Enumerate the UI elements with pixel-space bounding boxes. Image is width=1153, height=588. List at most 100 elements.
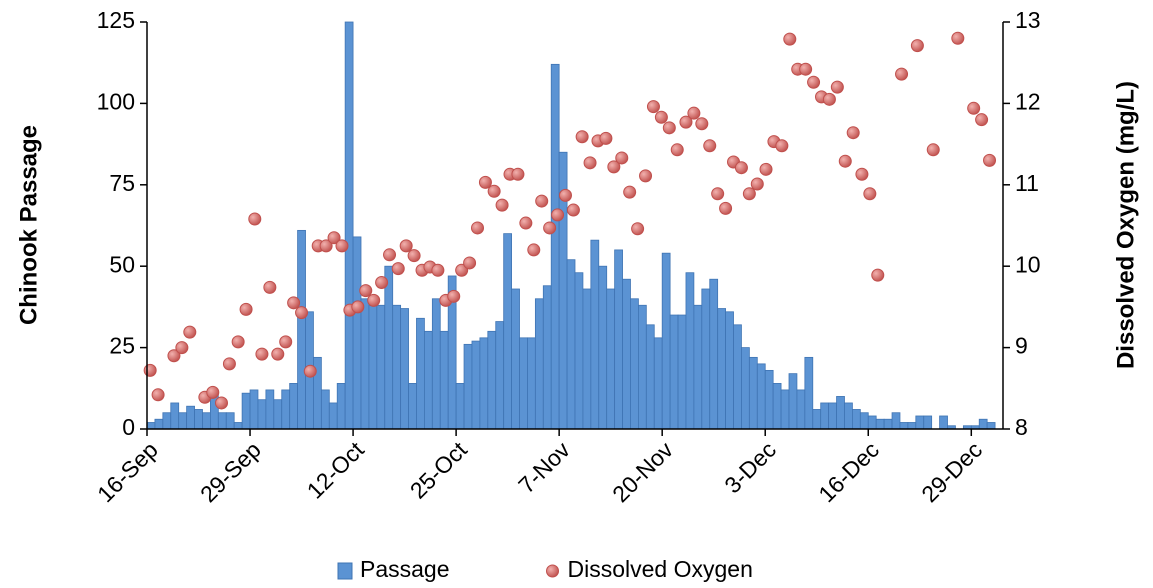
x-tick-label: 7-Nov	[513, 436, 575, 498]
passage-bar	[638, 304, 647, 430]
passage-bar	[542, 285, 552, 430]
passage-bar	[408, 383, 417, 430]
passage-bar	[178, 412, 188, 430]
passage-bar	[915, 415, 925, 430]
oxygen-point	[679, 115, 693, 129]
passage-bar	[376, 304, 386, 430]
oxygen-point	[871, 268, 885, 282]
passage-bar	[590, 239, 600, 430]
oxygen-point	[478, 175, 492, 189]
passage-bar	[764, 369, 774, 430]
passage-bar	[645, 324, 655, 430]
y2-tick-label: 9	[1015, 333, 1028, 359]
passage-bar	[748, 356, 758, 430]
oxygen-point	[471, 221, 485, 235]
oxygen-point	[558, 188, 572, 202]
passage-bar	[693, 304, 703, 430]
oxygen-point	[719, 201, 733, 215]
passage-bar	[685, 272, 695, 430]
oxygen-point	[511, 167, 525, 181]
plot-area: 0 25 50 75 100 125 8 9 10 11 12 13 16-Sep 29-Sep 12-Oc…	[92, 7, 1041, 507]
passage-bar	[923, 415, 933, 430]
x-tick-label: 3-Dec	[719, 436, 781, 498]
passage-bar	[614, 249, 623, 430]
oxygen-point	[231, 335, 245, 349]
y-tick-label: 50	[109, 251, 135, 277]
passage-bar	[534, 298, 544, 430]
oxygen-point	[623, 185, 637, 199]
passage-bar	[527, 337, 536, 430]
passage-bar	[653, 337, 663, 430]
passage-bar	[796, 389, 806, 430]
oxygen-point	[463, 256, 477, 270]
oxygen-point	[863, 187, 877, 201]
oxygen-point	[967, 101, 981, 115]
x-tick-label: 25-Oct	[405, 436, 473, 504]
passage-bar	[217, 412, 227, 430]
y-tick-label: 75	[109, 170, 135, 196]
oxygen-point	[654, 110, 668, 124]
passage-bar	[756, 363, 766, 430]
passage-bar	[844, 402, 853, 430]
oxygen-point	[255, 347, 269, 361]
passage-bar	[677, 314, 687, 430]
passage-bar	[883, 418, 893, 430]
passage-bar	[170, 402, 180, 430]
oxygen-point	[495, 198, 509, 212]
passage-bar	[891, 412, 901, 430]
oxygen-point	[639, 169, 653, 183]
passage-bar	[257, 399, 267, 430]
y2-tick-label: 11	[1015, 170, 1039, 196]
passage-bar	[273, 399, 283, 430]
passage-bar	[519, 337, 528, 430]
passage-bar	[424, 330, 433, 430]
y-tick-label: 100	[97, 88, 135, 114]
y2-tick-label: 13	[1015, 7, 1041, 33]
passage-bar	[725, 311, 734, 430]
passage-bar	[788, 373, 798, 430]
passage-bar	[582, 288, 592, 430]
oxygen-point	[631, 222, 645, 236]
oxygen-point	[271, 347, 285, 361]
y2-tick-label: 10	[1015, 251, 1041, 277]
passage-bar	[392, 304, 402, 430]
x-tick-label: 20-Nov	[607, 436, 678, 507]
passage-bar	[606, 288, 616, 430]
oxygen-point	[670, 143, 684, 157]
oxygen-point	[206, 385, 220, 399]
oxygen-point	[895, 67, 909, 81]
oxygen-point	[351, 300, 365, 314]
passage-bar	[146, 422, 156, 430]
passage-bar	[241, 392, 251, 430]
oxygen-point	[543, 221, 557, 235]
oxygen-point	[183, 325, 197, 339]
oxygen-point	[807, 75, 821, 89]
y2-axis-title: Dissolved Oxygen (mg/L)	[1112, 81, 1139, 369]
passage-bar	[202, 412, 211, 430]
passage-bar	[431, 298, 441, 430]
oxygen-point	[383, 248, 397, 262]
passage-bar	[503, 233, 512, 430]
passage-bar	[384, 265, 394, 430]
legend-swatch	[337, 562, 353, 580]
y2-tick-label: 8	[1015, 414, 1028, 440]
passage-bar	[828, 402, 837, 430]
passage-bar	[907, 422, 917, 430]
passage-bar	[986, 422, 996, 430]
x-tick-label: 16-Dec	[813, 436, 884, 507]
x-tick-label: 29-Dec	[916, 436, 987, 507]
oxygen-point	[662, 121, 676, 135]
oxygen-point	[527, 243, 541, 257]
legend-label: Dissolved Oxygen	[568, 556, 753, 582]
passage-bar	[336, 383, 346, 430]
x-tick-label: 12-Oct	[302, 436, 370, 504]
passage-bar	[875, 418, 885, 430]
oxygen-point	[759, 162, 773, 176]
passage-bar	[471, 340, 481, 430]
oxygen-point	[519, 216, 533, 230]
y-axis-title: Chinook Passage	[15, 125, 42, 325]
oxygen-point	[846, 126, 860, 140]
passage-bar	[328, 402, 338, 430]
oxygen-point	[583, 156, 597, 170]
